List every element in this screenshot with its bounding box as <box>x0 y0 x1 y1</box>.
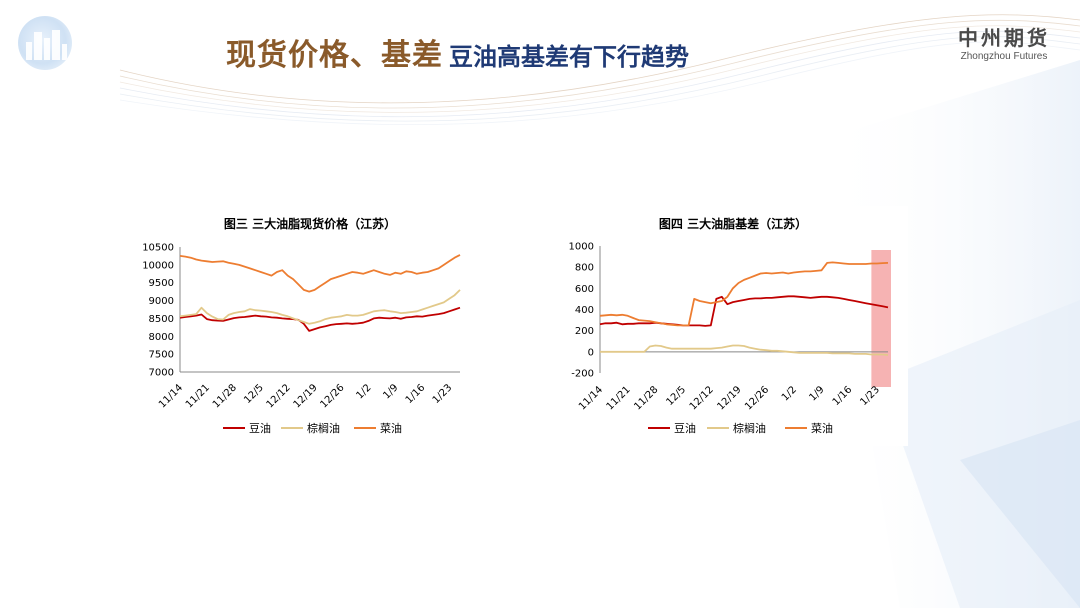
header-wave <box>119 14 1080 126</box>
legend-label: 菜油 <box>811 421 833 435</box>
y-tick-label: 10500 <box>142 243 174 254</box>
y-tick-label: 400 <box>575 305 594 316</box>
legend-label: 豆油 <box>674 421 696 435</box>
x-tick-label: 1/23 <box>431 382 455 406</box>
chart-title: 图四 三大油脂基差（江苏） <box>659 216 807 231</box>
series-line <box>599 295 889 327</box>
x-tick-label: 12/5 <box>242 382 266 406</box>
company-logo-emblem <box>18 16 72 70</box>
x-tick-label: 12/5 <box>665 384 689 408</box>
page-title: 现货价格、基差 豆油高基差有下行趋势 <box>226 30 689 74</box>
x-tick-label: 12/19 <box>292 382 320 410</box>
x-tick-label: 12/19 <box>715 384 743 412</box>
x-tick-label: 12/12 <box>265 382 293 410</box>
legend-label: 棕榈油 <box>733 421 766 435</box>
x-tick-label: 11/21 <box>605 384 633 412</box>
series-line <box>600 344 889 356</box>
highlight-band <box>871 250 891 387</box>
x-tick-label: 1/16 <box>404 382 428 406</box>
x-tick-label: 1/2 <box>780 384 799 403</box>
y-tick-label: -200 <box>571 369 594 380</box>
chart-title: 图三 三大油脂现货价格（江苏） <box>224 216 396 231</box>
y-tick-label: 600 <box>575 284 594 295</box>
series-line <box>179 289 461 325</box>
brand-name-cn: 中州期货 <box>958 26 1050 50</box>
y-tick-label: 0 <box>588 347 594 358</box>
y-tick-label: 1000 <box>569 242 594 253</box>
x-tick-label: 11/28 <box>632 384 660 412</box>
x-tick-label: 12/12 <box>688 384 716 412</box>
y-tick-label: 200 <box>575 326 594 337</box>
brand-logo: 中州期货 Zhongzhou Futures <box>958 22 1050 62</box>
x-tick-label: 11/21 <box>184 382 212 410</box>
chart-spot-price: 图三 三大油脂现货价格（江苏） 7000 7500 8000 8500 9000 9500 1… <box>130 206 475 446</box>
title-main: 现货价格、基差 <box>226 38 443 73</box>
x-tick-label: 12/26 <box>743 384 771 412</box>
y-tick-label: 7000 <box>149 368 174 379</box>
x-tick-label: 1/2 <box>354 382 373 401</box>
y-tick-label: 800 <box>575 263 594 274</box>
series-line <box>179 306 461 332</box>
chart-basis: 图四 三大油脂基差（江苏） -200 0 200 400 600 800 1000 11/14 1… <box>560 206 908 446</box>
title-sub: 豆油高基差有下行趋势 <box>449 43 689 71</box>
x-tick-label: 1/16 <box>831 384 855 408</box>
series-line <box>179 254 461 293</box>
y-tick-label: 10000 <box>142 260 174 271</box>
series-line <box>599 261 889 327</box>
y-tick-label: 8000 <box>149 332 174 343</box>
brand-name-en: Zhongzhou Futures <box>960 51 1048 62</box>
x-tick-label: 11/14 <box>157 382 185 410</box>
x-tick-label: 1/23 <box>858 384 882 408</box>
y-tick-label: 9500 <box>149 278 174 289</box>
legend-label: 棕榈油 <box>307 421 340 435</box>
x-tick-label: 1/9 <box>381 382 400 401</box>
chart-spot-price-svg: 图三 三大油脂现货价格（江苏） 7000 7500 8000 8500 9000 9500 1… <box>142 216 461 435</box>
legend-label: 豆油 <box>249 421 271 435</box>
y-tick-label: 9000 <box>149 296 174 307</box>
x-tick-label: 11/28 <box>211 382 239 410</box>
legend-label: 菜油 <box>380 421 402 435</box>
y-tick-label: 8500 <box>149 314 174 325</box>
x-tick-label: 12/26 <box>318 382 346 410</box>
x-tick-label: 1/9 <box>808 384 827 403</box>
x-tick-label: 11/14 <box>577 384 605 412</box>
y-tick-label: 7500 <box>149 350 174 361</box>
